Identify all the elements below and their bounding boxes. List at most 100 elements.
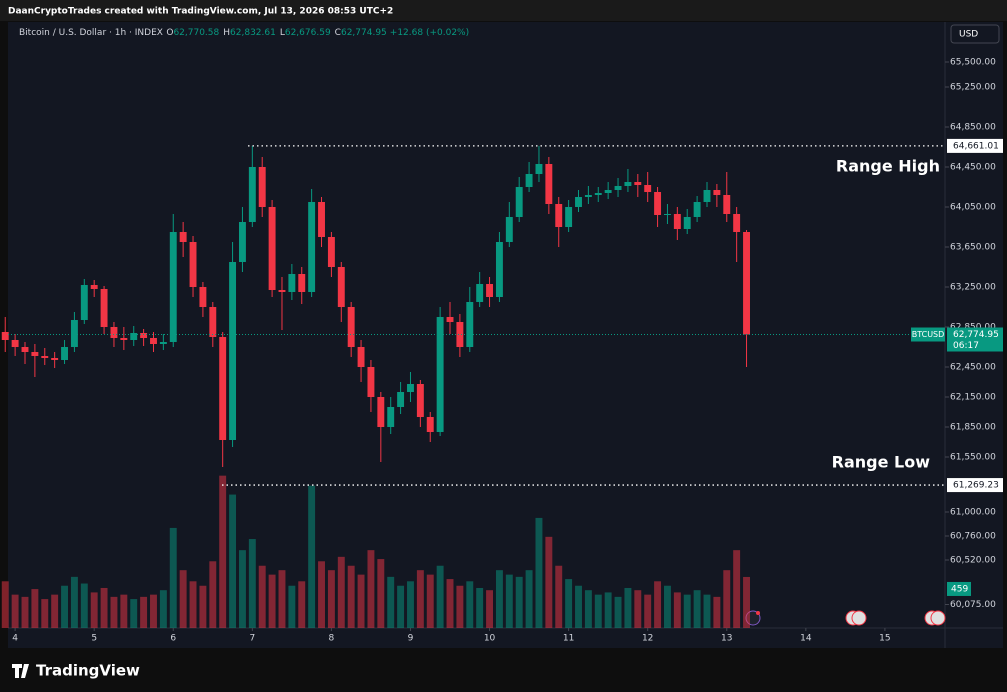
candle-body [308,202,316,292]
volume-bar [673,592,681,628]
candle-body [258,167,266,207]
volume-bar [426,574,434,628]
volume-bar [229,494,237,628]
candle-body [357,347,365,367]
level-text: Range High [836,157,940,176]
y-tick-label: 62,450.00 [950,363,996,373]
candle-body [347,307,355,347]
candle-body [584,195,592,197]
volume-bar [298,581,306,628]
candle-body [397,392,405,407]
volume-label-box [947,581,971,596]
x-tick-label: 12 [642,634,653,644]
candle-body [555,204,563,227]
x-tick-label: 11 [563,634,574,644]
volume-bar [367,550,375,628]
candle-body [436,317,444,432]
candle-body [80,285,88,320]
volume-bar [61,585,68,628]
y-tick-label: 60,520.00 [950,556,996,566]
candle-body [209,307,217,337]
top-bar [0,0,1007,21]
candle-body [318,202,325,237]
volume-bar [130,599,138,628]
ohlc-key: L [280,28,285,38]
candle-body [219,337,227,440]
last-symbol-box [911,327,945,342]
brand: TradingView [36,662,140,680]
x-tick-label: 6 [170,634,176,644]
candle-body [140,333,148,338]
y-tick-label: 61,000.00 [950,508,996,518]
y-tick-label: 61,550.00 [950,453,996,463]
y-tick-label: 65,500.00 [950,58,996,68]
candle-body [70,320,78,347]
candle-body [51,358,59,360]
candle-body [367,367,375,397]
volume-bar [634,590,642,628]
candle-body [169,232,177,342]
candle-body [515,187,523,217]
candle-body [683,217,691,229]
candle-body [703,190,711,202]
candle-body [663,214,671,215]
y-tick-label: 65,250.00 [950,83,996,93]
volume-bar [466,581,474,628]
x-tick-label: 4 [12,634,18,644]
candle-body [466,302,474,347]
volume-bar [140,596,148,628]
event-icon[interactable] [930,610,946,626]
x-tick-label: 5 [91,634,97,644]
candle-body [199,287,207,307]
volume-bar [505,574,513,628]
volume-bar [713,596,721,628]
candle-body [407,384,414,392]
volume-bar [397,585,405,628]
volume-bar [476,587,484,628]
volume-bar [80,583,88,628]
candle-body [377,397,385,427]
volume-bar [179,570,187,628]
candle-body [525,174,533,187]
event-icon[interactable] [851,610,867,626]
volume-bar [604,592,612,628]
volume-bar [209,561,217,628]
x-tick-label: 8 [329,634,335,644]
candle-body [21,347,29,352]
volume-bar [436,565,444,628]
candle-body [673,214,681,229]
volume-bar [733,550,741,628]
last-price-box [947,327,1003,352]
volume-bar [525,570,533,628]
y-tick-label: 63,250.00 [950,283,996,293]
candle-body [387,407,395,427]
volume-bar [150,594,157,628]
volume-bar [743,576,750,628]
x-tick-label: 10 [484,634,496,644]
candle-body [31,352,39,356]
volume-bar [693,590,701,628]
candle-body [268,207,276,290]
ohlc-value: 62,770.58 [173,28,219,38]
candle-body [100,289,108,327]
currency-box[interactable] [950,24,1000,44]
ohlc-key: C [335,28,341,38]
chart-pane [8,22,945,628]
change: +12.68 (+0.02%) [390,28,469,38]
volume-bar [456,585,464,628]
brand-logo [12,664,29,678]
volume-bar [555,565,563,628]
volume-bar [407,581,414,628]
level-label: 61,269.23 [953,481,999,491]
candle-body [614,186,622,190]
volume-bar [159,590,167,628]
candle-body [644,185,652,192]
x-tick-label: 13 [721,634,732,644]
y-tick-label: 60,075.00 [950,600,996,610]
candle-body [505,217,513,242]
candle-body [733,214,741,232]
candle-body [179,232,187,242]
level-text: Range Low [832,453,931,472]
last-countdown: 06:17 [953,341,979,351]
